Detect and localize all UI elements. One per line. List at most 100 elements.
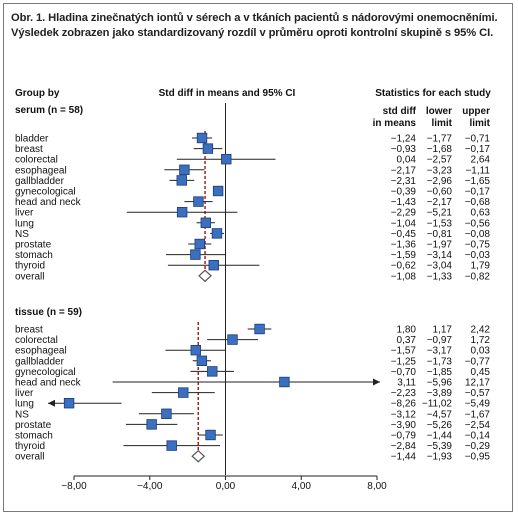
effect-square — [190, 249, 201, 260]
std-diff-value: −2,84 — [391, 441, 417, 452]
effect-square — [161, 408, 172, 420]
upper-limit-value: −0,14 — [465, 431, 491, 442]
upper-limit-value: −0,75 — [465, 240, 491, 251]
effect-square — [208, 259, 219, 271]
std-diff-header-line1: std diff — [383, 106, 417, 117]
effect-square — [194, 238, 205, 250]
row-label: lung — [15, 218, 34, 229]
upper-limit-value: 1,79 — [471, 261, 491, 272]
std-diff-value: −0,39 — [391, 187, 417, 198]
overall-lower-limit: −1,33 — [427, 271, 453, 282]
lower-limit-value: −5,39 — [427, 441, 453, 452]
ci-arrow-left — [48, 399, 55, 407]
stats-header: Statistics for each study — [375, 88, 491, 99]
row-label: gynecological — [15, 187, 76, 198]
effect-square — [190, 344, 201, 356]
effect-square — [176, 206, 188, 218]
effect-square — [227, 334, 238, 345]
lower-limit-value: −2,96 — [427, 176, 453, 187]
row-label: prostate — [15, 240, 52, 251]
lower-limit-value: −3,23 — [427, 165, 453, 176]
x-tick-label: −8,00 — [61, 481, 87, 492]
ci-arrow-right — [373, 378, 380, 386]
lower-limit-value: −0,97 — [427, 335, 453, 346]
x-tick-label: 8,00 — [367, 481, 387, 492]
row-label: prostate — [15, 420, 52, 431]
lower-limit-value: −1,44 — [427, 431, 453, 442]
effect-square — [146, 419, 157, 430]
row-label: liver — [15, 388, 34, 399]
upper-limit-value: −0,17 — [465, 187, 491, 198]
upper-limit-value: −0,56 — [465, 218, 491, 229]
std-diff-value: −0,45 — [391, 229, 417, 240]
row-label: breast — [15, 325, 43, 336]
row-label: breast — [15, 144, 43, 155]
overall-std-diff: −1,44 — [391, 452, 417, 463]
effect-square — [205, 429, 216, 441]
effect-square — [179, 164, 190, 176]
upper-limit-value: −0,08 — [465, 229, 491, 240]
upper-limit-value: −0,77 — [465, 356, 491, 367]
effect-square — [166, 440, 177, 451]
x-tick-label: 4,00 — [292, 481, 312, 492]
effect-square — [212, 185, 224, 197]
std-diff-value: −8,26 — [391, 399, 417, 410]
upper-limit-value: −5,49 — [465, 399, 491, 410]
row-label: gallbladder — [15, 356, 65, 367]
overall-upper-limit: −0,82 — [465, 271, 491, 282]
lower-limit-value: −3,14 — [427, 250, 453, 261]
lower-limit-value: −0,60 — [427, 187, 453, 198]
row-label: liver — [15, 208, 34, 219]
lower-limit-header-line1: lower — [426, 106, 452, 117]
overall-upper-limit: −0,95 — [465, 452, 491, 463]
overall-label: overall — [15, 452, 44, 463]
row-label: esophageal — [15, 165, 67, 176]
lower-limit-value: −1,77 — [427, 134, 453, 145]
std-diff-value: 3,11 — [397, 378, 416, 389]
effect-square — [63, 397, 75, 409]
upper-limit-value: 2,64 — [471, 155, 491, 166]
lower-limit-value: −1,53 — [427, 218, 453, 229]
row-label: stomach — [15, 431, 53, 442]
upper-limit-value: −0,68 — [465, 197, 491, 208]
std-diff-value: −1,43 — [391, 197, 417, 208]
upper-limit-value: 2,42 — [471, 325, 491, 336]
upper-limit-value: 1,72 — [471, 335, 491, 346]
std-diff-value: −1,25 — [391, 356, 417, 367]
row-label: NS — [15, 409, 29, 420]
row-label: colorectal — [15, 155, 58, 166]
figure-caption: Obr. 1. Hladina zinečnatých iontů v sére… — [11, 12, 498, 39]
lower-limit-value: −1,73 — [427, 356, 453, 367]
upper-limit-value: −0,17 — [465, 144, 491, 155]
std-diff-value: −0,93 — [391, 144, 417, 155]
row-label: bladder — [15, 134, 49, 145]
effect-square — [207, 366, 218, 377]
std-diff-header-line2: in means — [373, 118, 417, 129]
lower-limit-value: −3,89 — [427, 388, 453, 399]
std-diff-value: −2,23 — [391, 388, 417, 399]
lower-limit-value: −11,02 — [422, 399, 453, 410]
std-diff-value: −0,70 — [391, 367, 417, 378]
figure-frame — [3, 3, 513, 512]
upper-limit-value: −0,57 — [465, 388, 491, 399]
upper-limit-value: 0,45 — [471, 367, 491, 378]
lower-limit-value: 1,17 — [433, 325, 453, 336]
column-headers: Group by Std diff in means and 95% CI St… — [15, 88, 491, 129]
overall-diamond — [191, 449, 206, 463]
std-diff-value: −1,36 — [391, 240, 417, 251]
lower-limit-value: −5,96 — [427, 378, 453, 389]
std-diff-value: −1,24 — [391, 134, 417, 145]
upper-limit-value: −1,11 — [465, 165, 490, 176]
upper-limit-value: 0,63 — [471, 208, 491, 219]
lower-limit-value: −5,26 — [427, 420, 453, 431]
row-label: thyroid — [15, 441, 45, 452]
upper-limit-value: 0,03 — [471, 346, 491, 357]
overall-std-diff: −1,08 — [391, 271, 417, 282]
x-tick-label: −4,00 — [137, 481, 163, 492]
std-diff-value: −1,59 — [391, 250, 417, 261]
x-tick-label: 0,00 — [216, 481, 236, 492]
lower-limit-value: −2,17 — [427, 197, 453, 208]
std-diff-value: −1,57 — [391, 346, 417, 357]
row-label: head and neck — [15, 197, 82, 208]
